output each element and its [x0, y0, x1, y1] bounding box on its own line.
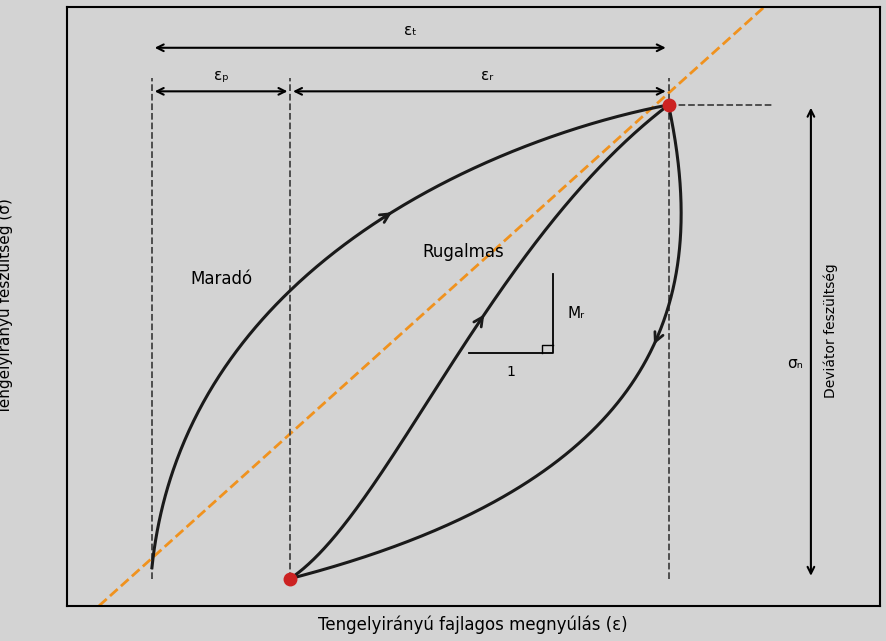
Text: Maradó: Maradó: [190, 270, 252, 288]
Text: Rugalmas: Rugalmas: [422, 243, 503, 261]
Text: σₙ: σₙ: [786, 356, 802, 371]
X-axis label: Tengelyirányú fajlagos megnyúlás (ε): Tengelyirányú fajlagos megnyúlás (ε): [318, 615, 627, 634]
Text: Tengelyirányú feszültség (σ): Tengelyirányú feszültség (σ): [0, 199, 13, 414]
Text: εₚ: εₚ: [214, 68, 229, 83]
Text: 1: 1: [506, 365, 515, 379]
Text: εᵣ: εᵣ: [481, 68, 494, 83]
Text: εₜ: εₜ: [403, 23, 416, 38]
Text: Mᵣ: Mᵣ: [567, 306, 584, 320]
Text: Deviátor feszültség: Deviátor feszültség: [823, 263, 837, 398]
